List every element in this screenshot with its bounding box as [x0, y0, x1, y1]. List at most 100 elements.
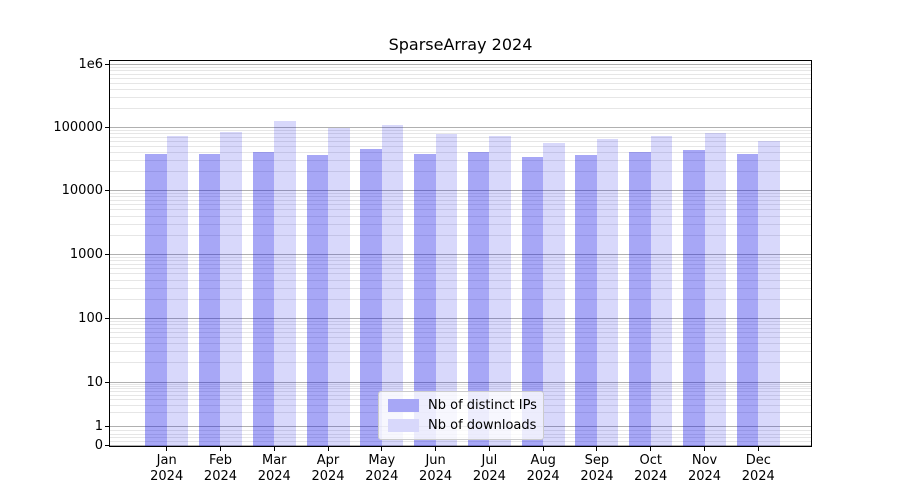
gridline-minor — [110, 159, 811, 161]
gridline-minor — [110, 132, 811, 134]
gridline-minor — [110, 343, 811, 345]
gridline-minor — [110, 351, 811, 353]
bar-distinct-ips — [575, 155, 597, 446]
gridline-minor — [110, 279, 811, 281]
gridline-minor — [110, 196, 811, 198]
bar-downloads — [543, 142, 565, 446]
x-tick-mark — [327, 447, 329, 451]
gridline-minor — [110, 264, 811, 266]
gridline-minor — [110, 215, 811, 217]
legend-label-distinct-ips: Nb of distinct IPs — [428, 398, 537, 413]
gridline-minor — [110, 273, 811, 275]
y-tick-mark — [105, 445, 109, 447]
gridline-minor — [110, 298, 811, 300]
bar-downloads — [166, 135, 189, 446]
y-tick-mark — [105, 64, 109, 66]
x-tick-mark — [381, 447, 383, 451]
gridline-minor — [110, 383, 811, 385]
legend-swatch-distinct-ips-icon — [388, 399, 419, 412]
plot-area: Nb of distinct IPs Nb of downloads — [109, 60, 812, 447]
gridline-minor — [110, 129, 811, 131]
bar-distinct-ips — [360, 149, 382, 446]
gridline-minor — [110, 67, 811, 69]
gridline-minor — [110, 328, 811, 329]
y-tick-mark — [105, 254, 109, 256]
x-tick-mark — [596, 447, 598, 451]
gridline-major — [110, 254, 811, 256]
y-tick-label: 1 — [94, 418, 103, 434]
y-tick-mark — [105, 381, 109, 383]
bar-distinct-ips — [145, 153, 167, 446]
x-tick-label: Jan 2024 — [150, 453, 184, 484]
bar-distinct-ips — [736, 154, 759, 446]
x-tick-label: Nov 2024 — [687, 453, 722, 484]
x-tick-mark — [488, 447, 490, 451]
bar-downloads — [650, 135, 673, 446]
gridline-minor — [110, 193, 811, 195]
gridline-minor — [110, 145, 811, 147]
gridline-minor — [110, 268, 811, 270]
legend-swatch-downloads-icon — [388, 419, 419, 432]
bar-downloads — [489, 135, 511, 446]
gridline-minor — [110, 73, 811, 75]
x-tick-mark — [650, 447, 652, 451]
x-tick-mark — [542, 447, 544, 451]
x-tick-label: Jul 2024 — [472, 453, 506, 484]
y-tick-label: 1000 — [69, 247, 103, 263]
gridline-minor — [110, 83, 811, 85]
x-tick-mark — [273, 447, 275, 451]
bar-downloads — [328, 128, 350, 446]
gridline-minor — [110, 70, 811, 72]
gridline-major — [110, 381, 811, 383]
gridline-major — [110, 126, 811, 128]
gridline-minor — [110, 171, 811, 173]
gridline-minor — [110, 234, 811, 236]
x-tick-mark — [757, 447, 759, 451]
bar-distinct-ips — [521, 157, 544, 446]
gridline-major — [110, 190, 811, 192]
gridline-minor — [110, 337, 811, 339]
y-tick-mark — [105, 318, 109, 320]
gridline-minor — [110, 200, 811, 202]
x-tick-mark — [166, 447, 168, 451]
gridline-minor — [110, 324, 811, 326]
y-tick-label: 10 — [86, 374, 103, 390]
gridline-minor — [110, 287, 811, 289]
gridline-minor — [110, 152, 811, 154]
gridline-major — [110, 64, 811, 66]
y-tick-label: 100000 — [53, 119, 103, 135]
gridline-minor — [110, 385, 811, 387]
bar-distinct-ips — [629, 152, 651, 446]
y-tick-label: 100 — [78, 311, 103, 327]
y-tick-mark — [105, 126, 109, 128]
gridline-minor — [110, 140, 811, 142]
gridline-minor — [110, 204, 811, 206]
x-tick-mark — [219, 447, 221, 451]
bar-downloads — [758, 140, 780, 446]
x-tick-label: Sep 2024 — [580, 453, 614, 484]
gridline-minor — [110, 257, 811, 259]
bar-distinct-ips — [252, 151, 275, 446]
x-tick-mark — [435, 447, 437, 451]
x-tick-label: Jun 2024 — [419, 453, 453, 484]
x-tick-label: Oct 2024 — [634, 453, 668, 484]
x-tick-label: Feb 2024 — [203, 453, 238, 484]
bar-distinct-ips — [683, 149, 705, 446]
bar-downloads — [274, 121, 296, 446]
x-tick-mark — [704, 447, 705, 451]
gridline-minor — [110, 78, 811, 80]
bar-downloads — [220, 131, 242, 446]
gridline-minor — [110, 136, 811, 138]
bar-distinct-ips — [414, 153, 436, 446]
bar-distinct-ips — [467, 151, 490, 446]
gridline-minor — [110, 332, 811, 334]
y-tick-mark — [105, 190, 109, 192]
y-tick-mark — [105, 425, 109, 427]
x-tick-label: Mar 2024 — [257, 453, 291, 484]
x-tick-label: Dec 2024 — [741, 453, 775, 484]
bar-downloads — [596, 139, 619, 446]
gridline-minor — [110, 321, 811, 323]
x-tick-label: May 2024 — [365, 453, 399, 484]
gridline-minor — [110, 260, 811, 262]
